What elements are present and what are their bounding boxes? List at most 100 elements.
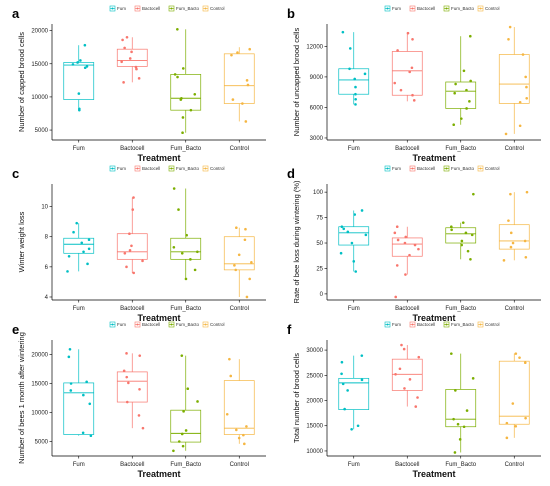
data-point: [523, 361, 527, 364]
data-point: [177, 208, 180, 211]
legend: Fum Bactocell Fum_Bacto Control: [384, 165, 500, 172]
box-iqr: [223, 236, 255, 271]
data-point: [77, 92, 81, 95]
legend-label: Bactocell: [142, 6, 160, 11]
data-point: [186, 387, 190, 391]
data-point: [518, 101, 522, 104]
data-point: [231, 98, 235, 101]
box-control: [498, 352, 530, 440]
data-point: [185, 233, 188, 237]
legend-key-dot: [204, 167, 207, 170]
data-point: [123, 46, 126, 50]
y-tick-label: 100: [313, 190, 324, 196]
y-tick-label: 10000: [31, 411, 48, 417]
legend-key-dot: [170, 167, 173, 170]
data-point: [181, 67, 185, 70]
x-tick-label: Bactocell: [120, 306, 144, 312]
data-point: [353, 77, 357, 81]
legend-label: Fum_Bacto: [451, 322, 475, 327]
data-point: [454, 82, 457, 86]
data-point: [403, 241, 407, 245]
data-point: [72, 230, 75, 234]
box-bactocell: [391, 31, 423, 102]
box-iqr: [170, 409, 202, 443]
x-tick-label: Fum_Bacto: [170, 306, 201, 312]
data-point: [462, 69, 466, 73]
data-point: [356, 424, 360, 428]
data-point: [181, 444, 185, 448]
data-point: [454, 389, 457, 392]
data-point: [181, 116, 185, 119]
box-bactocell: [116, 35, 148, 84]
y-tick-label: 10: [41, 205, 48, 211]
data-point: [354, 270, 358, 273]
data-point: [128, 232, 131, 236]
x-tick-label: Control: [505, 146, 524, 152]
data-point: [395, 264, 399, 267]
legend-label: Fum_Bacto: [176, 322, 200, 327]
x-tick-label: Fum_Bacto: [170, 462, 201, 468]
legend-label: Control: [485, 6, 500, 11]
data-point: [181, 131, 184, 135]
data-point: [85, 65, 89, 68]
box-control: [498, 25, 530, 136]
data-point: [411, 93, 414, 97]
box-iqr: [223, 53, 255, 104]
legend-key-dot: [411, 323, 414, 326]
data-point: [404, 273, 407, 276]
data-point: [69, 382, 73, 385]
x-tick-label: Fum_Bacto: [445, 306, 476, 312]
box-fum-bacto: [445, 352, 477, 454]
data-point: [182, 410, 185, 413]
data-point: [339, 251, 343, 255]
data-point: [69, 389, 73, 392]
data-point: [237, 253, 241, 257]
panel-f: f Fum Bactocell Fum_Bacto Control 10000 15000 2…: [287, 321, 541, 479]
panel-label: d: [287, 166, 295, 181]
y-tick-label: 25: [316, 266, 323, 272]
box-fum-bacto: [445, 34, 477, 127]
legend-label: Bactocell: [142, 166, 160, 171]
data-point: [86, 262, 89, 266]
data-point: [122, 81, 125, 84]
y-axis-title: Number of capped brood cells: [17, 32, 26, 132]
data-point: [225, 412, 229, 416]
box-bactocell: [116, 352, 148, 430]
y-tick-label: 12000: [306, 44, 323, 50]
legend-key-dot: [411, 7, 414, 10]
x-tick-label: Fum: [73, 146, 85, 152]
y-axis-title: Total number of brood cells: [292, 353, 301, 443]
data-point: [524, 255, 528, 259]
data-point: [82, 393, 85, 397]
y-tick-label: 3000: [310, 136, 324, 142]
data-point: [67, 355, 71, 359]
data-point: [509, 192, 512, 196]
box-fum-bacto: [170, 354, 202, 453]
x-tick-label: Control: [230, 462, 249, 468]
data-point: [243, 442, 246, 446]
data-point: [460, 239, 464, 243]
data-point: [408, 70, 411, 74]
y-tick-label: 8: [45, 235, 49, 241]
data-point: [128, 57, 132, 60]
data-point: [360, 354, 364, 357]
legend-key-dot: [111, 323, 114, 326]
x-tick-label: Control: [230, 306, 249, 312]
data-point: [189, 108, 193, 112]
data-point: [346, 389, 349, 392]
x-tick-label: Fum: [348, 306, 360, 312]
legend-label: Fum_Bacto: [451, 6, 475, 11]
data-point: [393, 231, 397, 235]
data-point: [248, 277, 251, 281]
box-control: [223, 357, 255, 446]
box-bactocell: [391, 225, 423, 299]
data-point: [453, 451, 457, 454]
legend-key-dot: [136, 167, 139, 170]
data-point: [179, 98, 183, 101]
data-point: [412, 99, 416, 102]
data-point: [518, 124, 522, 128]
data-point: [172, 187, 176, 190]
legend-key-dot: [111, 7, 114, 10]
y-tick-label: 5000: [35, 440, 49, 446]
data-point: [132, 196, 135, 199]
